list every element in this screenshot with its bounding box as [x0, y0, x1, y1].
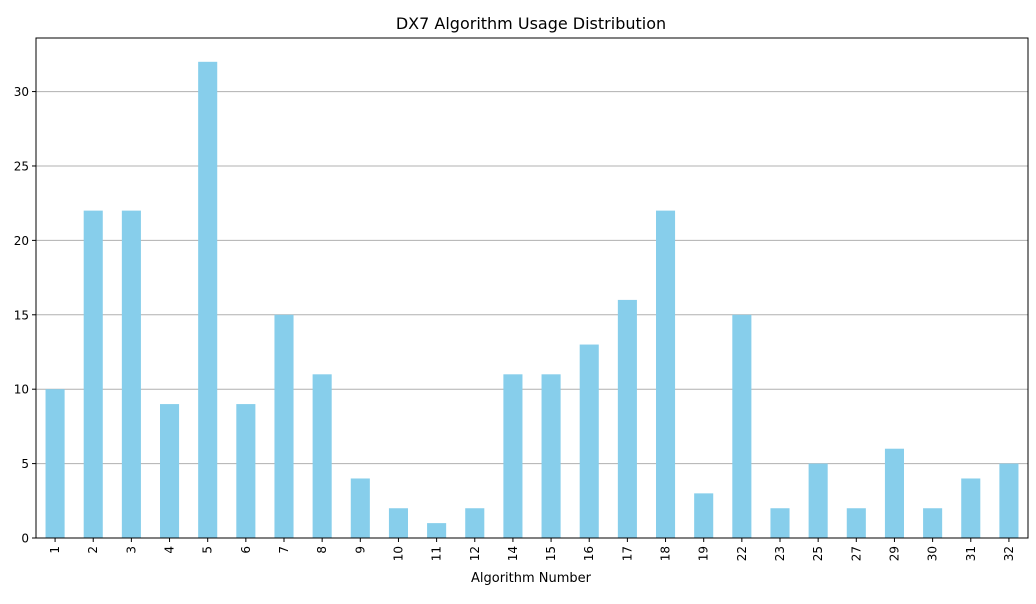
x-tick-label: 32 — [1002, 546, 1016, 561]
x-tick-label: 3 — [124, 546, 138, 554]
y-tick-label: 20 — [14, 234, 29, 248]
bar-23 — [770, 508, 790, 538]
bar-7 — [274, 314, 294, 538]
x-tick-label: 27 — [849, 546, 863, 561]
bar-32 — [999, 463, 1019, 538]
bars — [45, 61, 1019, 539]
y-tick-label: 30 — [14, 85, 29, 99]
x-tick-label: 15 — [544, 546, 558, 561]
bar-22 — [732, 314, 752, 538]
x-tick-label: 17 — [620, 546, 634, 561]
bar-1 — [45, 389, 65, 538]
bar-3 — [121, 210, 141, 538]
bar-6 — [236, 404, 256, 538]
bar-14 — [503, 374, 523, 538]
y-tick-label: 15 — [14, 308, 29, 322]
x-tick-label: 11 — [430, 546, 444, 561]
y-axis-ticks: 0 5 10 15 20 25 30 — [14, 85, 36, 546]
x-tick-label: 5 — [201, 546, 215, 554]
x-tick-label: 8 — [315, 546, 329, 554]
bar-2 — [83, 210, 103, 538]
x-tick-label: 1 — [48, 546, 62, 554]
bar-8 — [312, 374, 332, 538]
bar-4 — [160, 404, 180, 538]
chart-title: DX7 Algorithm Usage Distribution — [396, 14, 666, 33]
x-tick-label: 14 — [506, 546, 520, 561]
x-tick-label: 10 — [391, 546, 405, 561]
x-tick-label: 19 — [697, 546, 711, 561]
x-tick-label: 25 — [811, 546, 825, 561]
bar-15 — [541, 374, 561, 538]
x-tick-label: 6 — [239, 546, 253, 554]
x-tick-label: 31 — [964, 546, 978, 561]
bar-18 — [656, 210, 676, 538]
x-tick-label: 4 — [163, 546, 177, 554]
x-tick-label: 22 — [735, 546, 749, 561]
bar-29 — [884, 448, 904, 538]
bar-19 — [694, 493, 714, 538]
y-tick-label: 0 — [21, 532, 29, 546]
x-tick-label: 23 — [773, 546, 787, 561]
x-tick-label: 9 — [353, 546, 367, 554]
x-tick-label: 16 — [582, 546, 596, 561]
bar-16 — [579, 344, 599, 538]
x-tick-label: 30 — [926, 546, 940, 561]
x-tick-label: 2 — [86, 546, 100, 554]
x-tick-label: 18 — [659, 546, 673, 561]
y-tick-label: 5 — [21, 457, 29, 471]
bar-30 — [923, 508, 943, 538]
y-tick-label: 10 — [14, 383, 29, 397]
bar-17 — [617, 299, 637, 538]
bar-9 — [350, 478, 370, 538]
bar-27 — [846, 508, 866, 538]
bar-11 — [427, 523, 447, 538]
plot-frame — [35, 37, 1029, 539]
x-tick-label: 29 — [887, 546, 901, 561]
x-axis-label: Algorithm Number — [471, 571, 592, 586]
y-tick-label: 25 — [14, 159, 29, 173]
bar-5 — [198, 61, 218, 539]
bar-12 — [465, 508, 485, 538]
bar-10 — [388, 508, 408, 538]
x-axis-ticks: 1 2 3 4 5 6 7 8 9 10 11 12 14 15 16 17 18 19 22 23 25 27 29 30 3… — [48, 538, 1016, 561]
x-tick-label: 7 — [277, 546, 291, 554]
bar-25 — [808, 463, 828, 538]
x-tick-label: 12 — [468, 546, 482, 561]
bar-31 — [961, 478, 981, 538]
gridlines — [36, 91, 1028, 465]
